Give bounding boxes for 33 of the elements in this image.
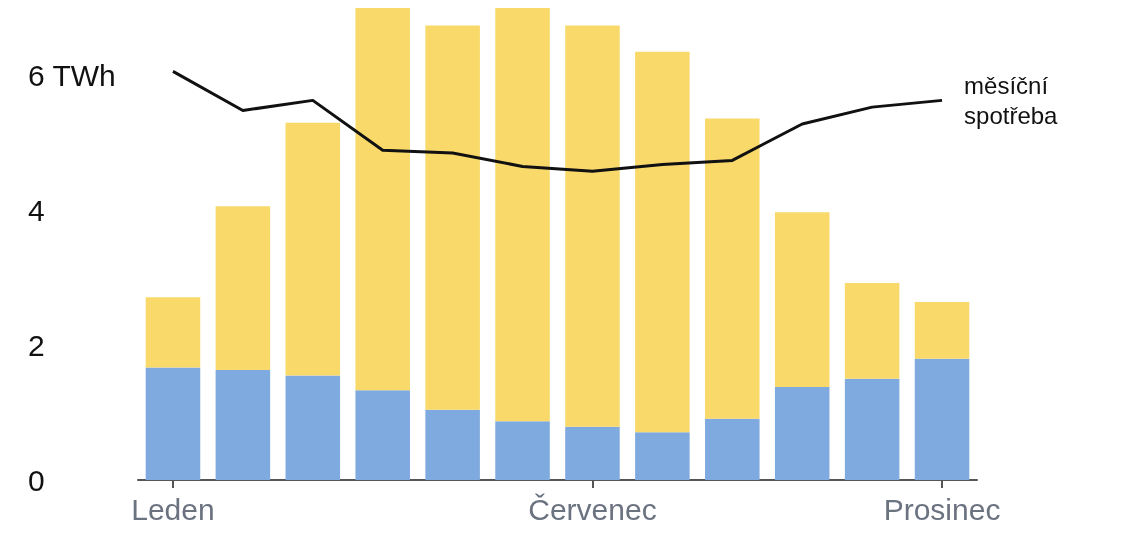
bar — [774, 212, 830, 387]
bar — [145, 367, 201, 480]
bar — [285, 375, 341, 480]
x-tick-label: Červenec — [528, 492, 657, 526]
bar — [425, 409, 480, 480]
y-tick-label: 2 — [28, 328, 45, 362]
bar — [844, 283, 900, 379]
x-tick-label: Prosinec — [883, 492, 1001, 526]
bar — [495, 421, 550, 480]
bar — [914, 358, 970, 480]
bar — [425, 25, 480, 410]
bar — [705, 118, 760, 419]
y-tick-label: 4 — [28, 193, 45, 227]
x-tick-label: Leden — [131, 492, 215, 526]
bar — [914, 301, 970, 359]
bar — [215, 370, 271, 480]
bar — [285, 122, 341, 376]
bar — [355, 8, 410, 391]
y-tick-label: 6 TWh — [28, 58, 116, 92]
bar — [145, 297, 201, 368]
bar — [635, 432, 690, 480]
bar — [635, 51, 690, 433]
bar — [355, 390, 410, 480]
series-label: měsíční spotřeba — [964, 71, 1059, 129]
bar — [215, 206, 271, 371]
bar — [565, 426, 620, 480]
bar — [565, 25, 620, 427]
bar — [774, 386, 830, 480]
bar — [844, 378, 900, 480]
bar — [495, 8, 550, 422]
y-tick-label: 0 — [28, 463, 45, 497]
bar — [705, 418, 760, 480]
line-series — [171, 69, 944, 173]
